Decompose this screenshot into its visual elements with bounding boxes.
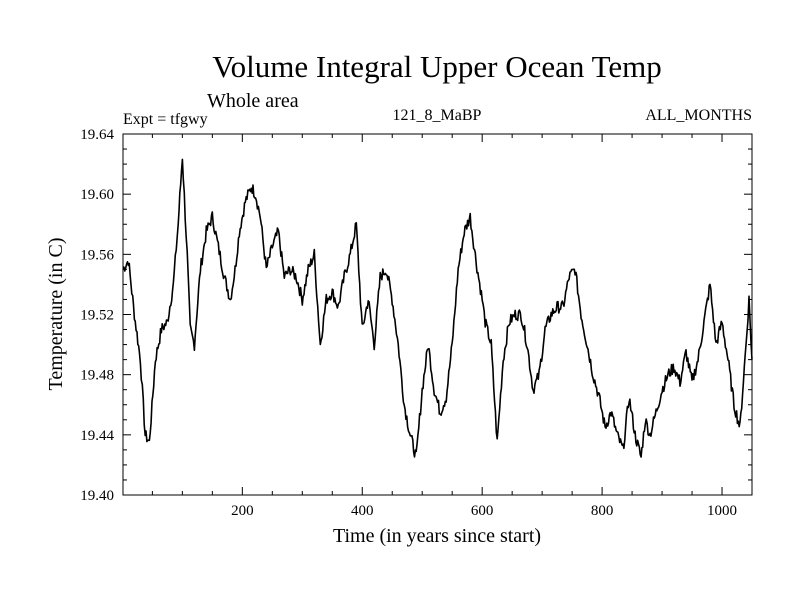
y-axis-label: Temperature (in C) (45, 238, 67, 391)
series-line (122, 158, 753, 458)
chart-title: Volume Integral Upper Ocean Temp (212, 49, 662, 84)
months-label: ALL_MONTHS (645, 107, 752, 124)
y-axis: 19.40 19.44 19.48 19.52 19.56 19.60 19.64 (80, 127, 752, 504)
x-tick-label: 1000 (707, 503, 737, 519)
x-tick-label: 600 (471, 503, 494, 519)
x-axis-label: Time (in years since start) (333, 525, 541, 547)
y-tick-label: 19.40 (80, 488, 114, 504)
y-tick-label: 19.60 (80, 187, 114, 203)
y-tick-label: 19.48 (80, 368, 114, 384)
y-tick-label: 19.52 (80, 308, 114, 324)
y-tick-label: 19.44 (80, 428, 114, 444)
plot-frame (122, 133, 753, 496)
x-tick-label: 800 (591, 503, 614, 519)
x-tick-label: 200 (231, 503, 254, 519)
y-tick-label: 19.64 (80, 127, 114, 143)
x-tick-label: 400 (351, 503, 374, 519)
run-label: 121_8_MaBP (393, 107, 482, 124)
expt-label: Expt = tfgwy (123, 111, 208, 128)
y-tick-label: 19.56 (80, 247, 114, 263)
chart-subtitle: Whole area (207, 90, 299, 112)
x-axis: 200 400 600 800 1000 (151, 134, 737, 519)
